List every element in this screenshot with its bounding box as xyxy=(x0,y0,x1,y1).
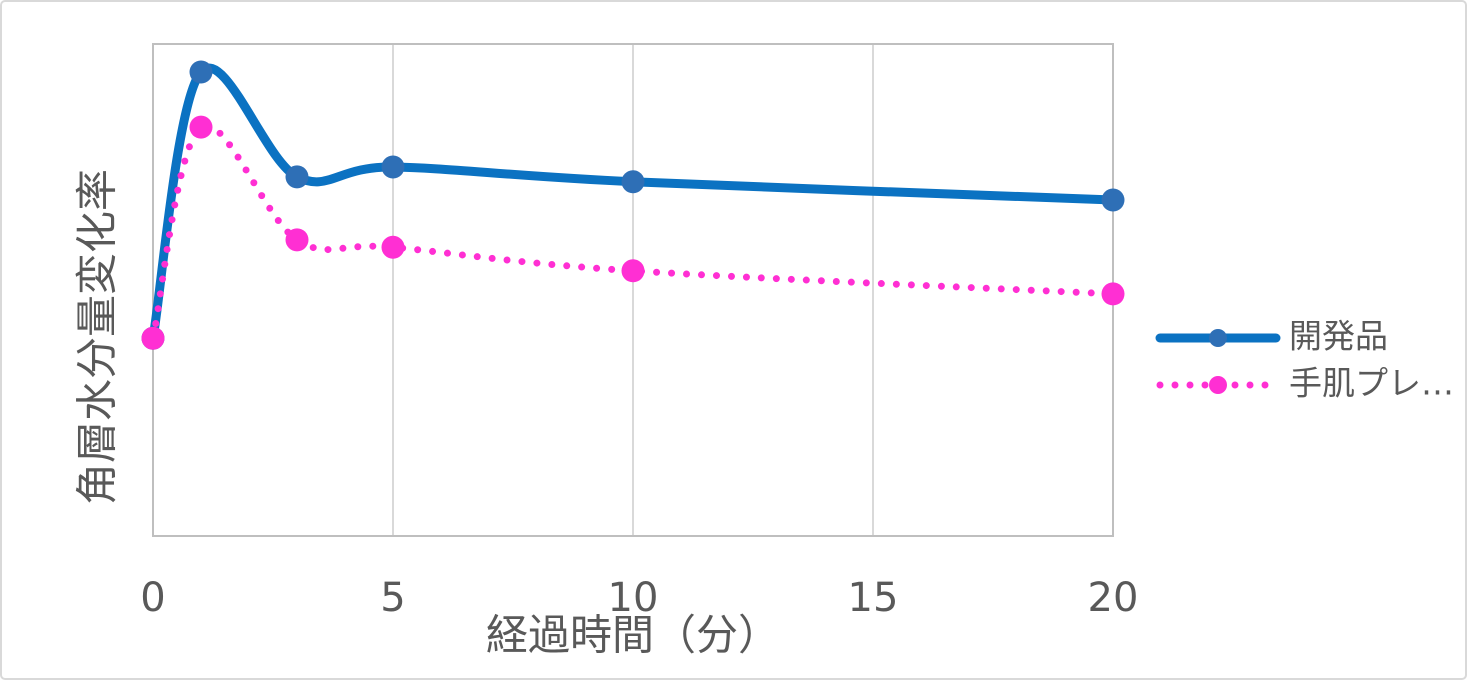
x-tick-label: 5 xyxy=(380,575,405,621)
x-tick-label: 20 xyxy=(1088,575,1139,621)
x-tick-label: 0 xyxy=(140,575,165,621)
y-axis-title: 角層水分量変化率 xyxy=(73,169,122,505)
point-marker xyxy=(381,155,405,179)
point-marker xyxy=(141,326,165,350)
legend-label: 手肌プレ… xyxy=(1289,364,1454,403)
legend-marker xyxy=(1209,329,1227,347)
point-marker xyxy=(189,115,213,139)
point-marker xyxy=(381,235,405,259)
point-marker xyxy=(285,228,309,252)
x-tick-label: 15 xyxy=(848,575,899,621)
series-line xyxy=(148,63,1118,343)
legend-marker xyxy=(1209,376,1227,394)
point-marker xyxy=(621,259,645,283)
point-marker xyxy=(189,60,213,84)
point-marker xyxy=(1101,282,1125,306)
x-axis-title: 経過時間（分） xyxy=(486,611,780,660)
x-tick-label: 10 xyxy=(608,575,659,621)
series-line xyxy=(149,122,1117,342)
legend-label: 開発品 xyxy=(1289,317,1388,356)
point-marker xyxy=(285,165,309,189)
point-marker xyxy=(621,170,645,194)
point-marker xyxy=(1101,188,1125,212)
